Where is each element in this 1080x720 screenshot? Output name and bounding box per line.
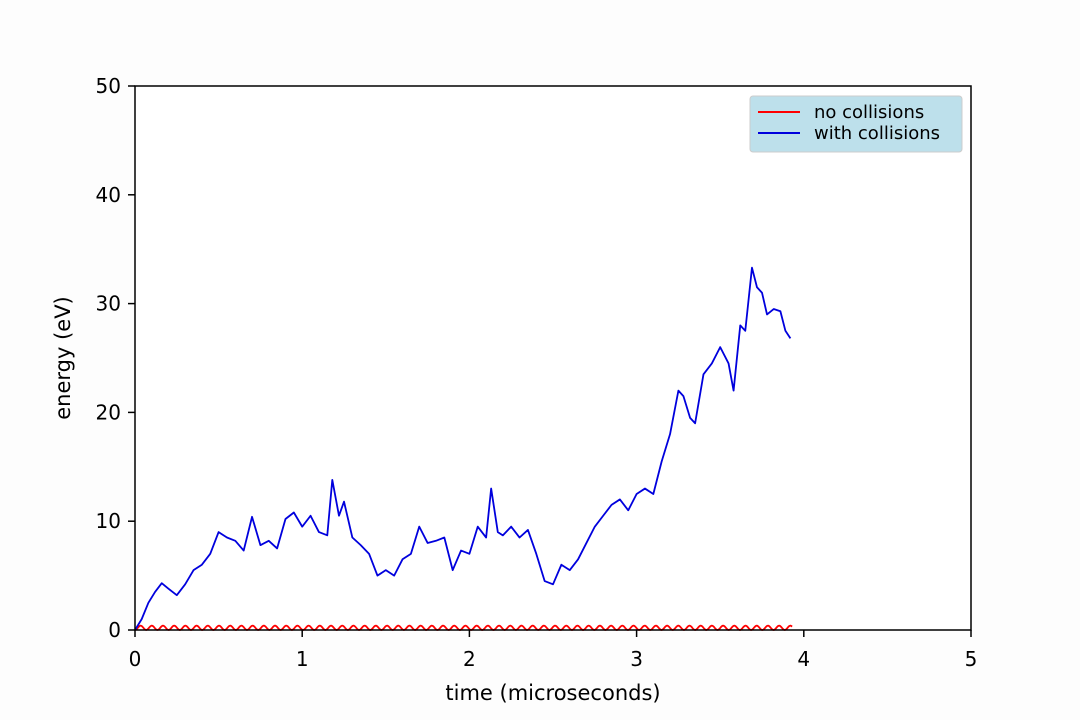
x-tick-label: 5 (965, 647, 978, 671)
y-tick-label: 20 (96, 400, 121, 424)
legend: no collisions with collisions (749, 95, 963, 153)
y-tick-label: 40 (96, 183, 121, 207)
x-tick-label: 1 (296, 647, 309, 671)
legend-box (749, 95, 963, 153)
y-tick-label: 50 (96, 74, 121, 98)
axes-frame (134, 85, 972, 631)
x-axis-title: time (microseconds) (445, 681, 660, 705)
plot-area (135, 86, 971, 630)
legend-label-with-collisions: with collisions (814, 123, 940, 144)
x-axis-ticks: 0 1 2 3 4 5 (129, 630, 978, 671)
y-tick-label: 30 (96, 292, 121, 316)
x-tick-label: 4 (797, 647, 810, 671)
x-tick-label: 3 (630, 647, 643, 671)
legend-label-no-collisions: no collisions (814, 102, 924, 123)
y-tick-label: 0 (108, 618, 121, 642)
y-axis-ticks: 0 10 20 30 40 50 (96, 74, 135, 642)
y-tick-label: 10 (96, 509, 121, 533)
x-tick-label: 0 (129, 647, 142, 671)
x-tick-label: 2 (463, 647, 476, 671)
y-axis-title: energy (eV) (51, 296, 75, 420)
series-line-with-collisions (134, 266, 792, 631)
